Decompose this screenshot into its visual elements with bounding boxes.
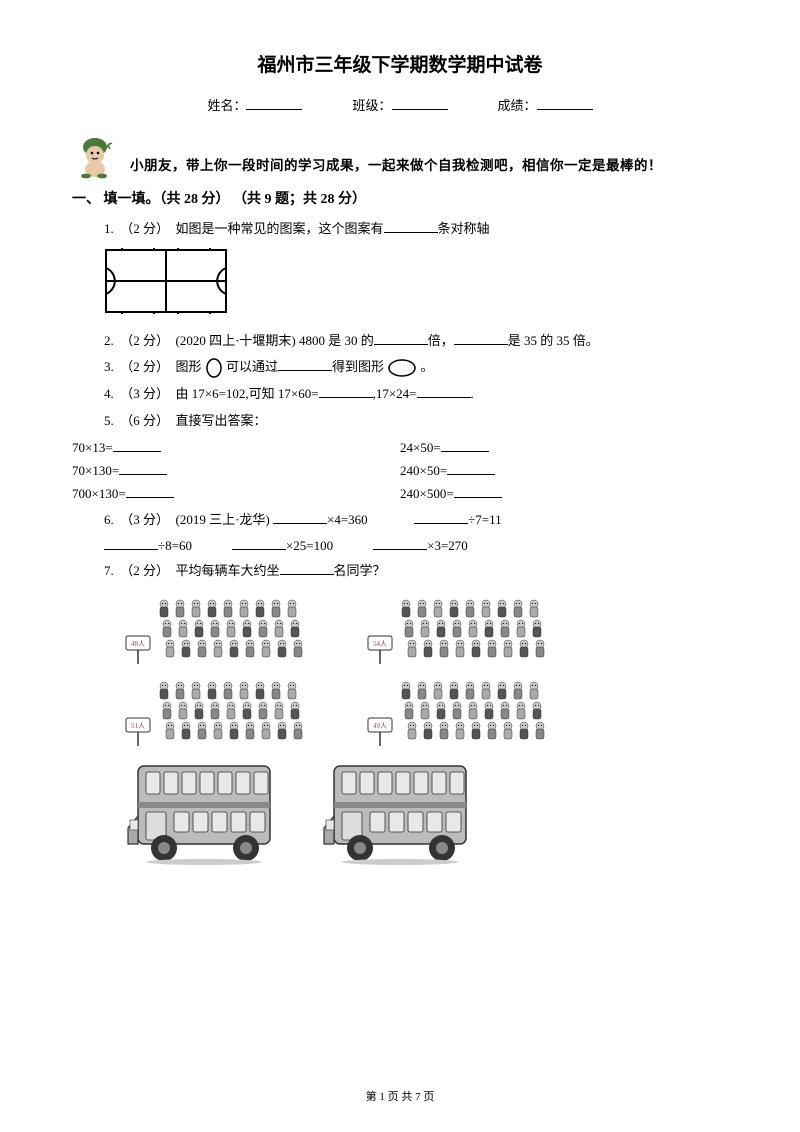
crowd-icon (156, 590, 306, 664)
buses-row (124, 754, 728, 866)
q4-blank-2[interactable] (417, 385, 471, 398)
calc-blank[interactable] (113, 439, 161, 452)
crowd-row-2: 51人 49人 (124, 672, 728, 746)
q1: 1. （2 分） 如图是一种常见的图案，这个图案有条对称轴 (72, 217, 728, 242)
crowd-icon (156, 672, 306, 746)
q3-blank[interactable] (278, 358, 332, 371)
q6-line2: ÷8=60 ×25=100 ×3=270 (72, 534, 728, 559)
q7-blank[interactable] (280, 562, 334, 575)
q2-blank-2[interactable] (454, 332, 508, 345)
q6-blank[interactable] (414, 511, 468, 524)
calc-blank[interactable] (126, 485, 174, 498)
svg-text:51人: 51人 (131, 722, 145, 730)
large-oval-icon (387, 358, 417, 378)
small-oval-icon (205, 357, 223, 379)
bus-icon (124, 754, 284, 866)
sign-icon: 54人 (366, 632, 394, 664)
q1-figure (104, 248, 728, 323)
calc-blank[interactable] (454, 485, 502, 498)
class-blank[interactable] (392, 96, 448, 110)
section-header: 一、 填一填。（共 28 分） （共 9 题；共 28 分） (72, 187, 728, 214)
q1-blank[interactable] (384, 220, 438, 233)
score-label: 成绩： (498, 98, 537, 113)
sign-icon: 49人 (366, 714, 394, 746)
q6-blank[interactable] (273, 511, 327, 524)
info-row: 姓名： 班级： 成绩： (72, 94, 728, 119)
page-footer: 第 1 页 共 7 页 (0, 1087, 800, 1108)
calc-block: 70×13= 70×130= 700×130= 24×50= 240×50= 2… (72, 436, 728, 506)
name-blank[interactable] (246, 96, 302, 110)
q6-blank[interactable] (232, 537, 286, 550)
q2-blank-1[interactable] (374, 332, 428, 345)
q3: 3. （2 分） 图形 可以通过得到图形 。 (72, 355, 728, 380)
sign-icon: 51人 (124, 714, 152, 746)
class-label: 班级： (352, 98, 391, 113)
q4-blank-1[interactable] (319, 385, 373, 398)
svg-text:54人: 54人 (373, 640, 387, 648)
bus-icon (320, 754, 480, 866)
q2: 2. （2 分） (2020 四上·十堰期末) 4800 是 30 的倍，是 3… (72, 329, 728, 354)
q6-blank[interactable] (373, 537, 427, 550)
calc-blank[interactable] (441, 439, 489, 452)
intro-text: 小朋友，带上你一段时间的学习成果，一起来做个自我检测吧，相信你一定是最棒的！ (130, 153, 662, 179)
sign-icon: 48人 (124, 632, 152, 664)
q6-line1: 6. （3 分） (2019 三上·龙华) ×4=360 ÷7=11 (72, 508, 728, 533)
calc-blank[interactable] (447, 462, 495, 475)
calc-blank[interactable] (119, 462, 167, 475)
crowd-icon (398, 590, 548, 664)
svg-text:48人: 48人 (131, 640, 145, 648)
intro-row: 小朋友，带上你一段时间的学习成果，一起来做个自我检测吧，相信你一定是最棒的！ (72, 133, 728, 179)
name-label: 姓名： (207, 98, 246, 113)
svg-text:49人: 49人 (373, 722, 387, 730)
q4: 4. （3 分） 由 17×6=102,可知 17×60=,17×24=. (72, 382, 728, 407)
crowd-row-1: 48人 54人 (124, 590, 728, 664)
page-title: 福州市三年级下学期数学期中试卷 (72, 48, 728, 84)
q5: 5. （6 分） 直接写出答案： (72, 409, 728, 434)
mascot-icon (72, 133, 118, 179)
crowd-icon (398, 672, 548, 746)
score-blank[interactable] (537, 96, 593, 110)
q7: 7. （2 分） 平均每辆车大约坐名同学？ (72, 559, 728, 584)
q6-blank[interactable] (104, 537, 158, 550)
